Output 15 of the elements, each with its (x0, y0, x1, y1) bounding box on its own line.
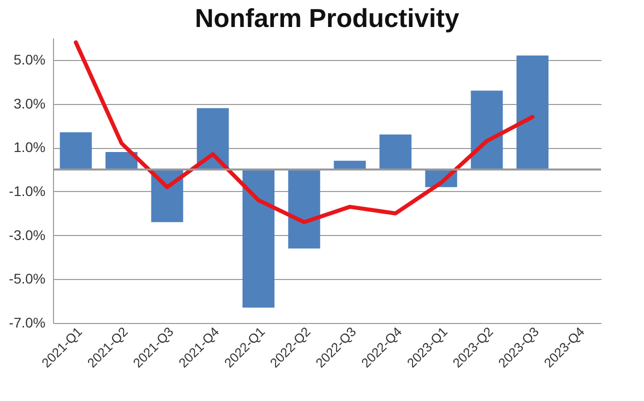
chart-title: Nonfarm Productivity (194, 3, 460, 33)
bar (516, 56, 548, 170)
bar (380, 134, 412, 170)
y-tick-label: -1.0% (8, 182, 46, 199)
y-tick-label: -7.0% (8, 314, 46, 330)
y-tick-label: 1.0% (14, 139, 46, 156)
bar (60, 132, 92, 170)
y-tick-label: -3.0% (8, 226, 46, 243)
bar (242, 170, 274, 308)
line-series (74, 40, 534, 224)
bar (470, 90, 503, 170)
y-tick-label: -5.0% (8, 270, 46, 287)
y-tick-label: 3.0% (14, 95, 46, 112)
y-tick-label: 5.0% (14, 51, 46, 68)
bar (288, 170, 320, 248)
